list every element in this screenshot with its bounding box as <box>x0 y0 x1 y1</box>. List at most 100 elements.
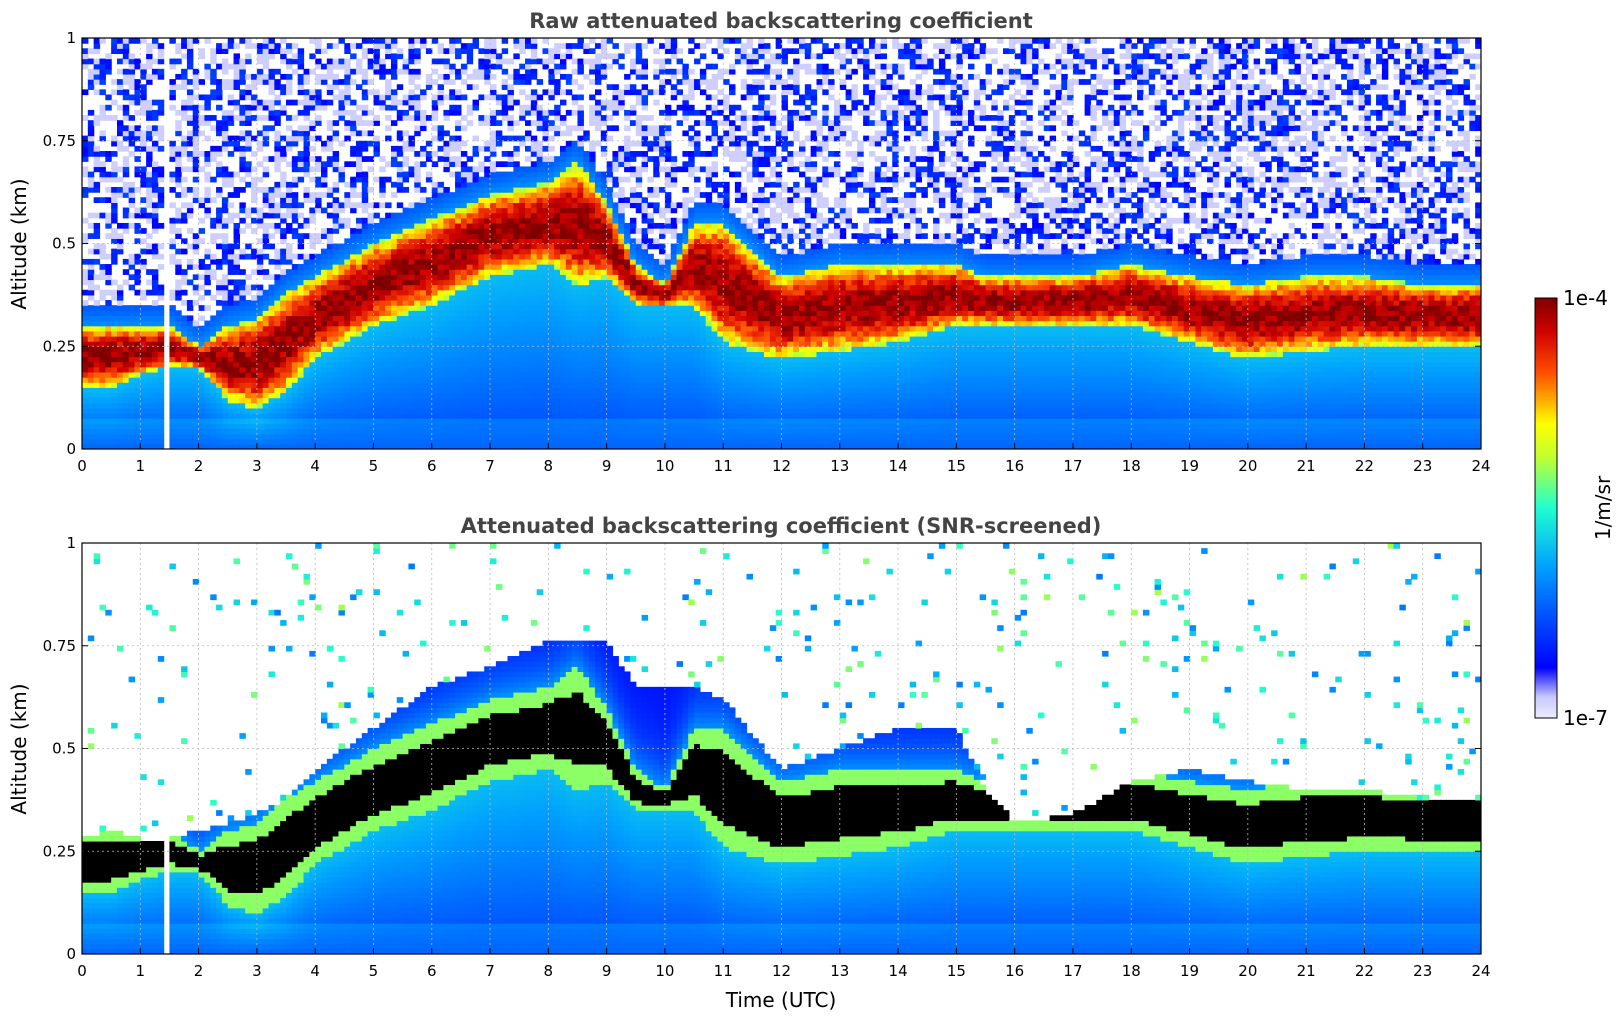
heatmap-cell <box>519 181 526 188</box>
heatmap-cell <box>530 438 538 445</box>
heatmap-cell <box>443 73 450 80</box>
heatmap-cell <box>460 186 468 193</box>
heatmap-cell <box>93 181 101 188</box>
heatmap-cell <box>338 274 345 281</box>
heatmap-cell <box>484 300 491 306</box>
heatmap-cell <box>210 94 217 101</box>
heatmap-cell <box>216 145 223 152</box>
heatmap-cell <box>286 253 293 260</box>
heatmap-cell <box>355 356 363 363</box>
heatmap-cell <box>303 253 310 260</box>
heatmap-cell <box>385 356 392 363</box>
heatmap-cell <box>507 269 514 275</box>
heatmap-cell <box>157 68 165 75</box>
heatmap-cell <box>326 120 334 126</box>
heatmap-cell <box>554 197 561 203</box>
heatmap-cell <box>367 330 375 337</box>
heatmap-cell <box>309 89 316 96</box>
heatmap-cell <box>507 207 514 214</box>
heatmap-cell <box>321 176 328 183</box>
heatmap-cell <box>157 284 165 291</box>
heatmap-cell <box>355 423 363 430</box>
heatmap-cell <box>361 53 369 60</box>
heatmap-cell <box>425 222 433 229</box>
heatmap-cell <box>431 346 439 352</box>
heatmap-cell <box>390 53 398 60</box>
heatmap-cell <box>548 186 555 193</box>
heatmap-cell <box>239 279 246 286</box>
heatmap-cell <box>128 135 136 142</box>
heatmap-cell <box>216 212 223 219</box>
heatmap-cell <box>542 243 549 250</box>
heatmap-cell <box>507 217 514 224</box>
heatmap-cell <box>186 89 194 96</box>
heatmap-cell <box>192 243 200 250</box>
heatmap-cell <box>116 140 124 147</box>
heatmap-cell <box>198 305 206 311</box>
heatmap-cell <box>146 387 153 394</box>
heatmap-cell <box>216 94 223 101</box>
heatmap-cell <box>449 217 456 224</box>
heatmap-cell <box>297 382 305 388</box>
heatmap-cell <box>542 38 549 44</box>
heatmap-cell <box>227 351 235 358</box>
heatmap-cell <box>478 73 485 80</box>
heatmap-cell <box>291 274 299 281</box>
heatmap-cell <box>111 197 118 203</box>
heatmap-cell <box>186 258 194 265</box>
heatmap-cell <box>350 433 357 440</box>
heatmap-cell <box>245 145 252 152</box>
heatmap-cell <box>554 330 561 337</box>
heatmap-cell <box>221 79 229 85</box>
heatmap-cell <box>280 294 287 301</box>
heatmap-cell <box>99 104 106 111</box>
heatmap-cell <box>93 397 101 404</box>
heatmap-cell <box>326 294 334 301</box>
heatmap-cell <box>449 202 456 209</box>
heatmap-cell <box>332 186 340 193</box>
heatmap-cell <box>513 176 520 183</box>
heatmap-cell <box>408 407 415 414</box>
heatmap-cell <box>460 140 468 147</box>
heatmap-cell <box>221 387 229 394</box>
heatmap-cell <box>286 413 293 419</box>
heatmap-cell <box>181 315 188 322</box>
heatmap-cell <box>402 413 410 419</box>
heatmap-cell <box>116 43 124 49</box>
heatmap-cell <box>449 145 456 152</box>
heatmap-cell <box>338 279 345 286</box>
heatmap-cell <box>221 300 229 306</box>
heatmap-cell <box>495 366 503 373</box>
heatmap-cell <box>303 186 310 193</box>
heatmap-cell <box>554 222 561 229</box>
heatmap-cell <box>513 212 520 219</box>
heatmap-cell <box>251 176 258 183</box>
heatmap-cell <box>221 361 229 368</box>
heatmap-cell <box>455 284 462 291</box>
heatmap-cell <box>472 335 479 342</box>
heatmap-cell <box>233 99 240 106</box>
heatmap-cell <box>437 156 445 162</box>
heatmap-cell <box>169 38 176 44</box>
heatmap-cell <box>111 258 118 265</box>
heatmap-cell <box>460 197 468 203</box>
heatmap-cell <box>116 238 124 245</box>
heatmap-cell <box>140 68 147 75</box>
heatmap-cell <box>326 269 334 275</box>
heatmap-cell <box>181 335 188 342</box>
heatmap-cell <box>169 341 176 347</box>
heatmap-cell <box>140 325 147 332</box>
heatmap-cell <box>216 300 223 306</box>
heatmap-cell <box>251 294 258 301</box>
heatmap-cell <box>274 84 281 90</box>
heatmap-cell <box>286 387 293 394</box>
heatmap-cell <box>192 197 200 203</box>
heatmap-cell <box>490 341 497 347</box>
heatmap-cell <box>262 392 270 399</box>
heatmap-cell <box>111 171 118 178</box>
heatmap-cell <box>87 397 95 404</box>
heatmap-cell <box>501 382 509 388</box>
heatmap-cell <box>536 58 544 65</box>
heatmap-cell <box>367 217 375 224</box>
heatmap-cell <box>128 222 136 229</box>
